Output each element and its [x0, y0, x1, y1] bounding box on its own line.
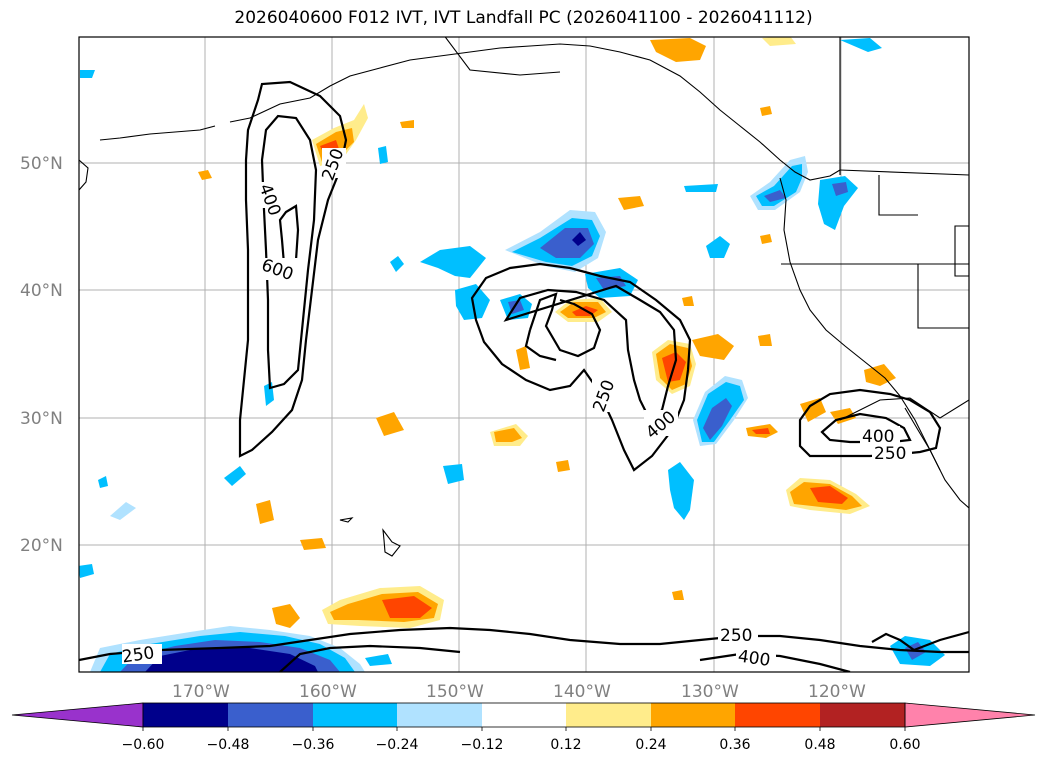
- lat-label-30n: 30°N: [20, 409, 63, 429]
- negative-anomalies: [79, 38, 945, 672]
- lon-label-120w: 120°W: [808, 682, 866, 702]
- colorbar-bin-7: [651, 703, 735, 727]
- lat-label-50n: 50°N: [20, 154, 63, 174]
- lon-label-160w: 160°W: [299, 682, 357, 702]
- map-title: 2026040600 F012 IVT, IVT Landfall PC (20…: [234, 8, 813, 28]
- colorbar-tick-8: 0.36: [719, 737, 750, 753]
- contour-label-400-south: 400: [737, 647, 772, 671]
- colorbar-under-triangle: [11, 702, 144, 728]
- ivt-contours: [79, 80, 969, 672]
- colorbar-tick-6: 0.12: [550, 737, 581, 753]
- contour-400-west: [260, 114, 318, 390]
- contour-labels: 400 600 250 250 400 400 250 250 400 250: [121, 146, 912, 671]
- contour-250-west: [238, 80, 348, 458]
- colorbar-bin-5: [482, 703, 566, 727]
- lat-label-20n: 20°N: [20, 536, 63, 556]
- colorbar-over-triangle: [904, 702, 1036, 728]
- colorbar-tick-1: −0.60: [122, 737, 165, 753]
- colorbar-tick-4: −0.24: [376, 737, 419, 753]
- colorbar-bin-4: [397, 703, 482, 727]
- colorbar-tick-7: 0.24: [635, 737, 666, 753]
- colorbar-bin-6: [566, 703, 651, 727]
- colorbar-tick-2: −0.48: [207, 737, 250, 753]
- longitude-labels: 170°W 160°W 150°W 140°W 130°W 120°W: [172, 682, 866, 702]
- contour-250-east: [798, 388, 942, 458]
- contour-label-250-south-east: 250: [720, 626, 752, 646]
- contour-label-250-east: 250: [874, 444, 906, 464]
- colorbar-tick-3: −0.36: [292, 737, 335, 753]
- colorbar-tick-10: 0.60: [889, 737, 920, 753]
- contour-400-south: [279, 644, 461, 672]
- contour-label-250-south-west: 250: [121, 643, 156, 667]
- lon-label-130w: 130°W: [681, 682, 739, 702]
- contour-label-400-east: 400: [862, 427, 894, 447]
- coastlines: [79, 37, 969, 557]
- lon-label-140w: 140°W: [553, 682, 611, 702]
- colorbar-bin-2: [228, 703, 313, 727]
- colorbar-bin-9: [820, 703, 905, 727]
- contour-250-center: [470, 262, 692, 472]
- colorbar-tick-5: −0.12: [461, 737, 504, 753]
- contour-250-south: [79, 626, 969, 662]
- contour-400-east: [820, 412, 912, 444]
- lon-label-170w: 170°W: [172, 682, 230, 702]
- lon-label-150w: 150°W: [426, 682, 484, 702]
- latitude-labels: 50°N 40°N 30°N 20°N: [20, 154, 63, 556]
- colorbar: −0.60 −0.48 −0.36 −0.24 −0.12 0.12 0.24 …: [11, 702, 1036, 753]
- map-frame: [78, 36, 970, 673]
- colorbar-bin-3: [313, 703, 397, 727]
- colorbar-bin-1: [143, 703, 228, 727]
- colorbar-tick-9: 0.48: [804, 737, 835, 753]
- colorbar-bin-8: [735, 703, 820, 727]
- lat-label-40n: 40°N: [20, 281, 63, 301]
